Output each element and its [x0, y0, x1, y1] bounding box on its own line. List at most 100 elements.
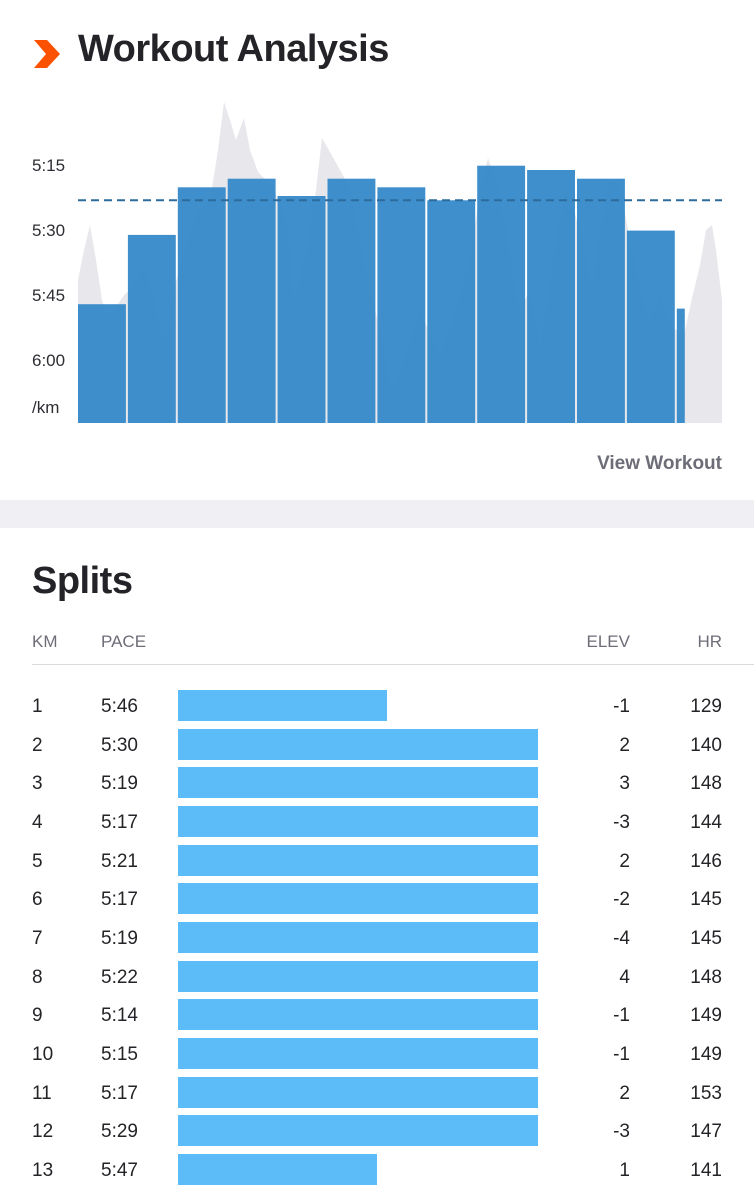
splits-title: Splits [32, 560, 133, 602]
header-divider [32, 664, 754, 665]
pace-bars [78, 165, 685, 423]
pace-bar [127, 234, 176, 423]
view-workout-link[interactable]: View Workout [597, 453, 722, 474]
split-hr: 144 [690, 812, 722, 833]
split-row: 12 5:29 -3 147 [0, 1113, 754, 1151]
split-pace: 5:19 [101, 773, 138, 795]
split-row: 5 5:21 2 146 [0, 843, 754, 881]
split-hr: 149 [690, 1005, 722, 1027]
split-row: 13 5:47 1 141 [0, 1152, 754, 1190]
split-pace-bar [178, 806, 538, 837]
split-elev: 4 [619, 966, 630, 988]
hr-column-header: HR [697, 632, 722, 651]
split-pace: 5:30 [101, 734, 138, 756]
pace-bar [227, 178, 276, 423]
split-row: 3 5:19 3 148 [0, 765, 754, 803]
pace-column-header: PACE [101, 632, 147, 651]
split-hr: 148 [690, 773, 722, 795]
split-km: 3 [32, 773, 43, 795]
y-tick-label: 5:15 [32, 156, 66, 175]
split-pace-bar [178, 767, 538, 799]
pace-bar [577, 178, 625, 423]
split-pace-bar [178, 1154, 377, 1186]
pace-chart[interactable] [0, 90, 754, 430]
split-row: 4 5:17 -3 144 [0, 804, 754, 842]
split-elev: -3 [613, 812, 630, 833]
pace-bar [427, 200, 476, 423]
split-elev: -2 [613, 889, 630, 911]
split-hr: 146 [690, 850, 722, 872]
split-elev: 2 [619, 734, 630, 756]
brand-chevron-icon [34, 40, 60, 68]
pace-bar [626, 230, 675, 423]
split-elev: 2 [619, 1082, 630, 1104]
split-km: 13 [32, 1160, 54, 1182]
split-pace-bar [178, 1038, 538, 1070]
split-row: 8 5:22 4 148 [0, 959, 754, 997]
y-tick-label: 5:30 [32, 221, 66, 240]
split-row: 10 5:15 -1 149 [0, 1036, 754, 1074]
split-pace: 5:29 [101, 1121, 138, 1143]
split-pace: 5:14 [101, 1005, 138, 1027]
split-pace: 5:17 [101, 889, 138, 911]
split-km: 10 [32, 1044, 54, 1066]
split-hr: 145 [690, 928, 722, 950]
workout-analysis-title: Workout Analysis [78, 28, 389, 70]
split-pace-bar [178, 922, 538, 954]
y-unit-label: /km [32, 398, 60, 417]
split-row: 1 5:46 -1 129 [0, 688, 754, 726]
splits-card: Splits KM PACE ELEV HR 1 5:46 -1 129 2 5:30 2 1… [0, 528, 754, 1200]
split-km: 1 [32, 696, 43, 717]
split-pace: 5:19 [101, 928, 138, 950]
split-row: 11 5:17 2 153 [0, 1075, 754, 1113]
split-hr: 149 [690, 1044, 722, 1066]
split-pace-bar [178, 1076, 538, 1108]
split-pace-bar [178, 728, 538, 760]
split-row: 6 5:17 -2 145 [0, 881, 754, 919]
pace-bar [477, 165, 526, 423]
workout-analysis-card: Workout Analysis 5:15 5:30 5:45 6:00 /km… [0, 0, 754, 500]
split-pace-bar [178, 960, 538, 992]
split-km: 11 [32, 1082, 52, 1104]
split-hr: 145 [690, 889, 722, 911]
split-hr: 140 [690, 734, 722, 756]
split-pace: 5:15 [101, 1044, 138, 1066]
split-hr: 148 [690, 966, 722, 988]
split-km: 2 [32, 734, 43, 756]
y-tick-label: 5:45 [32, 286, 66, 305]
pace-bar [78, 304, 126, 423]
split-km: 5 [32, 850, 43, 872]
split-elev: 3 [619, 773, 630, 795]
split-pace: 5:46 [101, 696, 138, 717]
split-pace: 5:22 [101, 966, 138, 988]
split-pace: 5:17 [101, 812, 138, 833]
pace-bar [277, 196, 326, 423]
y-tick-label: 6:00 [32, 351, 66, 370]
split-hr: 153 [690, 1082, 722, 1104]
split-row: 7 5:19 -4 145 [0, 920, 754, 958]
split-hr: 129 [690, 696, 722, 717]
split-pace: 5:47 [101, 1160, 138, 1182]
split-row: 9 5:14 -1 149 [0, 997, 754, 1035]
split-pace-bar [178, 844, 538, 876]
split-elev: 2 [619, 850, 630, 872]
elev-column-header: ELEV [586, 632, 630, 651]
split-km: 12 [32, 1121, 54, 1143]
split-elev: -1 [613, 1005, 630, 1027]
split-pace-bar [178, 690, 387, 721]
split-pace-bar [178, 883, 538, 915]
split-pace: 5:21 [101, 850, 138, 872]
section-divider [0, 500, 754, 528]
km-column-header: KM [32, 632, 58, 651]
pace-bar [177, 187, 226, 423]
pace-bar [676, 308, 685, 423]
split-km: 8 [32, 966, 43, 988]
split-km: 6 [32, 889, 43, 911]
split-elev: -1 [613, 1044, 630, 1066]
split-pace-bar [178, 1115, 538, 1147]
split-hr: 147 [690, 1121, 722, 1143]
pace-bar [377, 187, 426, 423]
split-km: 7 [32, 928, 43, 950]
split-row: 2 5:30 2 140 [0, 727, 754, 765]
split-km: 9 [32, 1005, 43, 1027]
